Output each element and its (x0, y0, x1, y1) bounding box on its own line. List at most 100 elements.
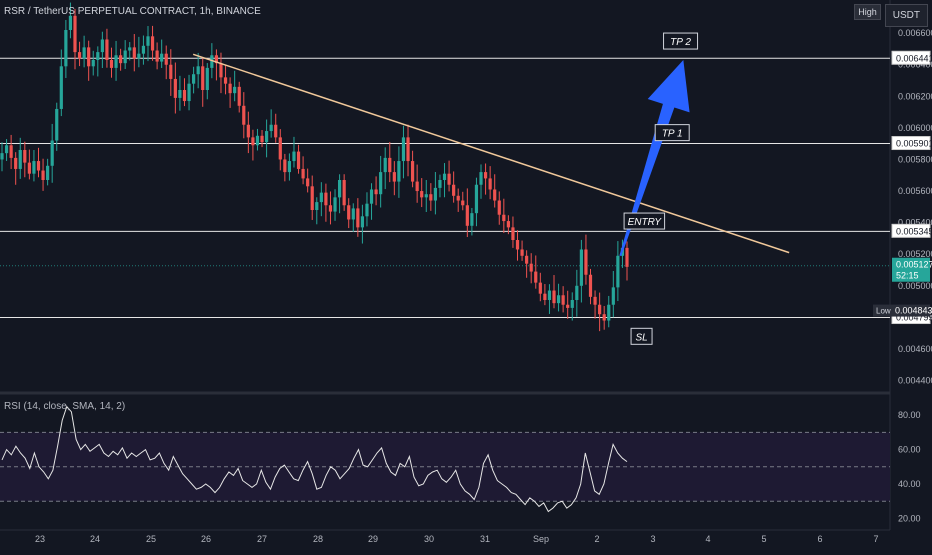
candle-body (401, 137, 406, 162)
level-badge (891, 50, 931, 65)
price-tick-label: 0.006000 (898, 123, 932, 133)
rsi-tick-label: 40.00 (898, 479, 921, 489)
price-tick-label: 0.005200 (898, 249, 932, 259)
candle-body (82, 47, 86, 59)
candle-body (438, 180, 442, 188)
candle-body (169, 64, 173, 79)
candle-body (410, 161, 415, 182)
candle-body (506, 221, 510, 228)
candle-body (456, 195, 460, 201)
candle-body (324, 192, 328, 206)
candle-body (255, 135, 260, 146)
candle-body (269, 124, 273, 132)
candle-body (306, 178, 310, 187)
candle-body (274, 124, 278, 138)
candle-body (100, 39, 104, 53)
candle-body (561, 295, 565, 305)
candle-body (296, 151, 301, 169)
annotation-box (654, 124, 690, 142)
candle-body (301, 168, 305, 179)
high-marker: High (854, 4, 881, 20)
candle-body (534, 271, 538, 283)
time-tick-label: 5 (761, 534, 766, 544)
price-tick-label: 0.006200 (898, 91, 932, 101)
level-badge (891, 223, 931, 238)
price-tick-label: 0.004400 (898, 376, 932, 386)
candle-body (182, 90, 187, 102)
annotation-label: TP 1 (662, 129, 683, 140)
time-tick-label: Sep (533, 534, 549, 544)
annotation-label: SL (635, 332, 647, 343)
candle-body (46, 165, 50, 180)
time-tick-label: 2 (594, 534, 599, 544)
level-badge (891, 136, 931, 151)
candle-body (23, 150, 27, 163)
candle-body (237, 86, 241, 106)
candle-body (337, 180, 342, 198)
candle-body (333, 197, 337, 212)
candle-body (260, 135, 264, 143)
time-tick-label: 23 (35, 534, 45, 544)
candle-body (137, 53, 141, 59)
candle-body (383, 157, 387, 173)
candle-body (598, 304, 602, 315)
price-tick-label: 0.005000 (898, 281, 932, 291)
currency-button[interactable]: USDT (884, 4, 928, 27)
candle-body (328, 205, 333, 212)
time-tick-label: 27 (257, 534, 267, 544)
annotation-box (663, 32, 699, 50)
candle-body (360, 216, 365, 228)
candle-body (461, 200, 465, 206)
candle-body (150, 36, 155, 51)
candle-body (566, 304, 570, 308)
candle-body (55, 108, 59, 141)
candle-body (214, 55, 219, 64)
candle-body (474, 184, 479, 214)
last-price-label: 0.005127 (896, 260, 932, 270)
candle-body (538, 282, 542, 294)
candle-body (192, 74, 196, 84)
candle-body (87, 47, 91, 67)
candle-body (18, 150, 22, 169)
low-badge (873, 304, 930, 317)
candle-body (119, 55, 123, 64)
price-tick-label: 0.005400 (898, 218, 932, 228)
candle-body (465, 205, 469, 226)
candle-body (470, 213, 474, 226)
candle-body (625, 247, 629, 267)
candle-body (41, 170, 45, 180)
candle-body (141, 45, 146, 54)
candle-body (529, 263, 533, 272)
low-label: Low (876, 307, 891, 316)
candle-body (201, 66, 205, 90)
candle-body (447, 173, 451, 185)
candle-body (315, 202, 319, 210)
time-tick-label: 24 (90, 534, 100, 544)
candle-body (73, 15, 77, 53)
time-tick-label: 30 (424, 534, 434, 544)
candle-body (547, 290, 552, 300)
level-label: 0.006441 (896, 53, 932, 63)
candle-body (223, 77, 228, 84)
countdown-label: 52:15 (896, 271, 919, 281)
time-tick-label: 28 (313, 534, 323, 544)
candle-body (246, 124, 250, 138)
candle-body (515, 240, 520, 250)
candle-body (264, 131, 269, 143)
candle-body (278, 137, 282, 160)
candle-body (611, 287, 615, 305)
candle-body (132, 47, 136, 59)
candle-body (0, 153, 4, 160)
candle-body (160, 53, 164, 62)
candle-body (242, 105, 246, 125)
candle-body (616, 255, 620, 288)
candle-body (392, 172, 396, 182)
chart-title: RSR / TetherUS PERPETUAL CONTRACT, 1h, B… (4, 6, 261, 17)
candle-body (64, 30, 68, 67)
candle-body (342, 180, 346, 206)
time-tick-label: 7 (873, 534, 878, 544)
candle-body (511, 227, 515, 240)
candle-body (356, 208, 360, 228)
